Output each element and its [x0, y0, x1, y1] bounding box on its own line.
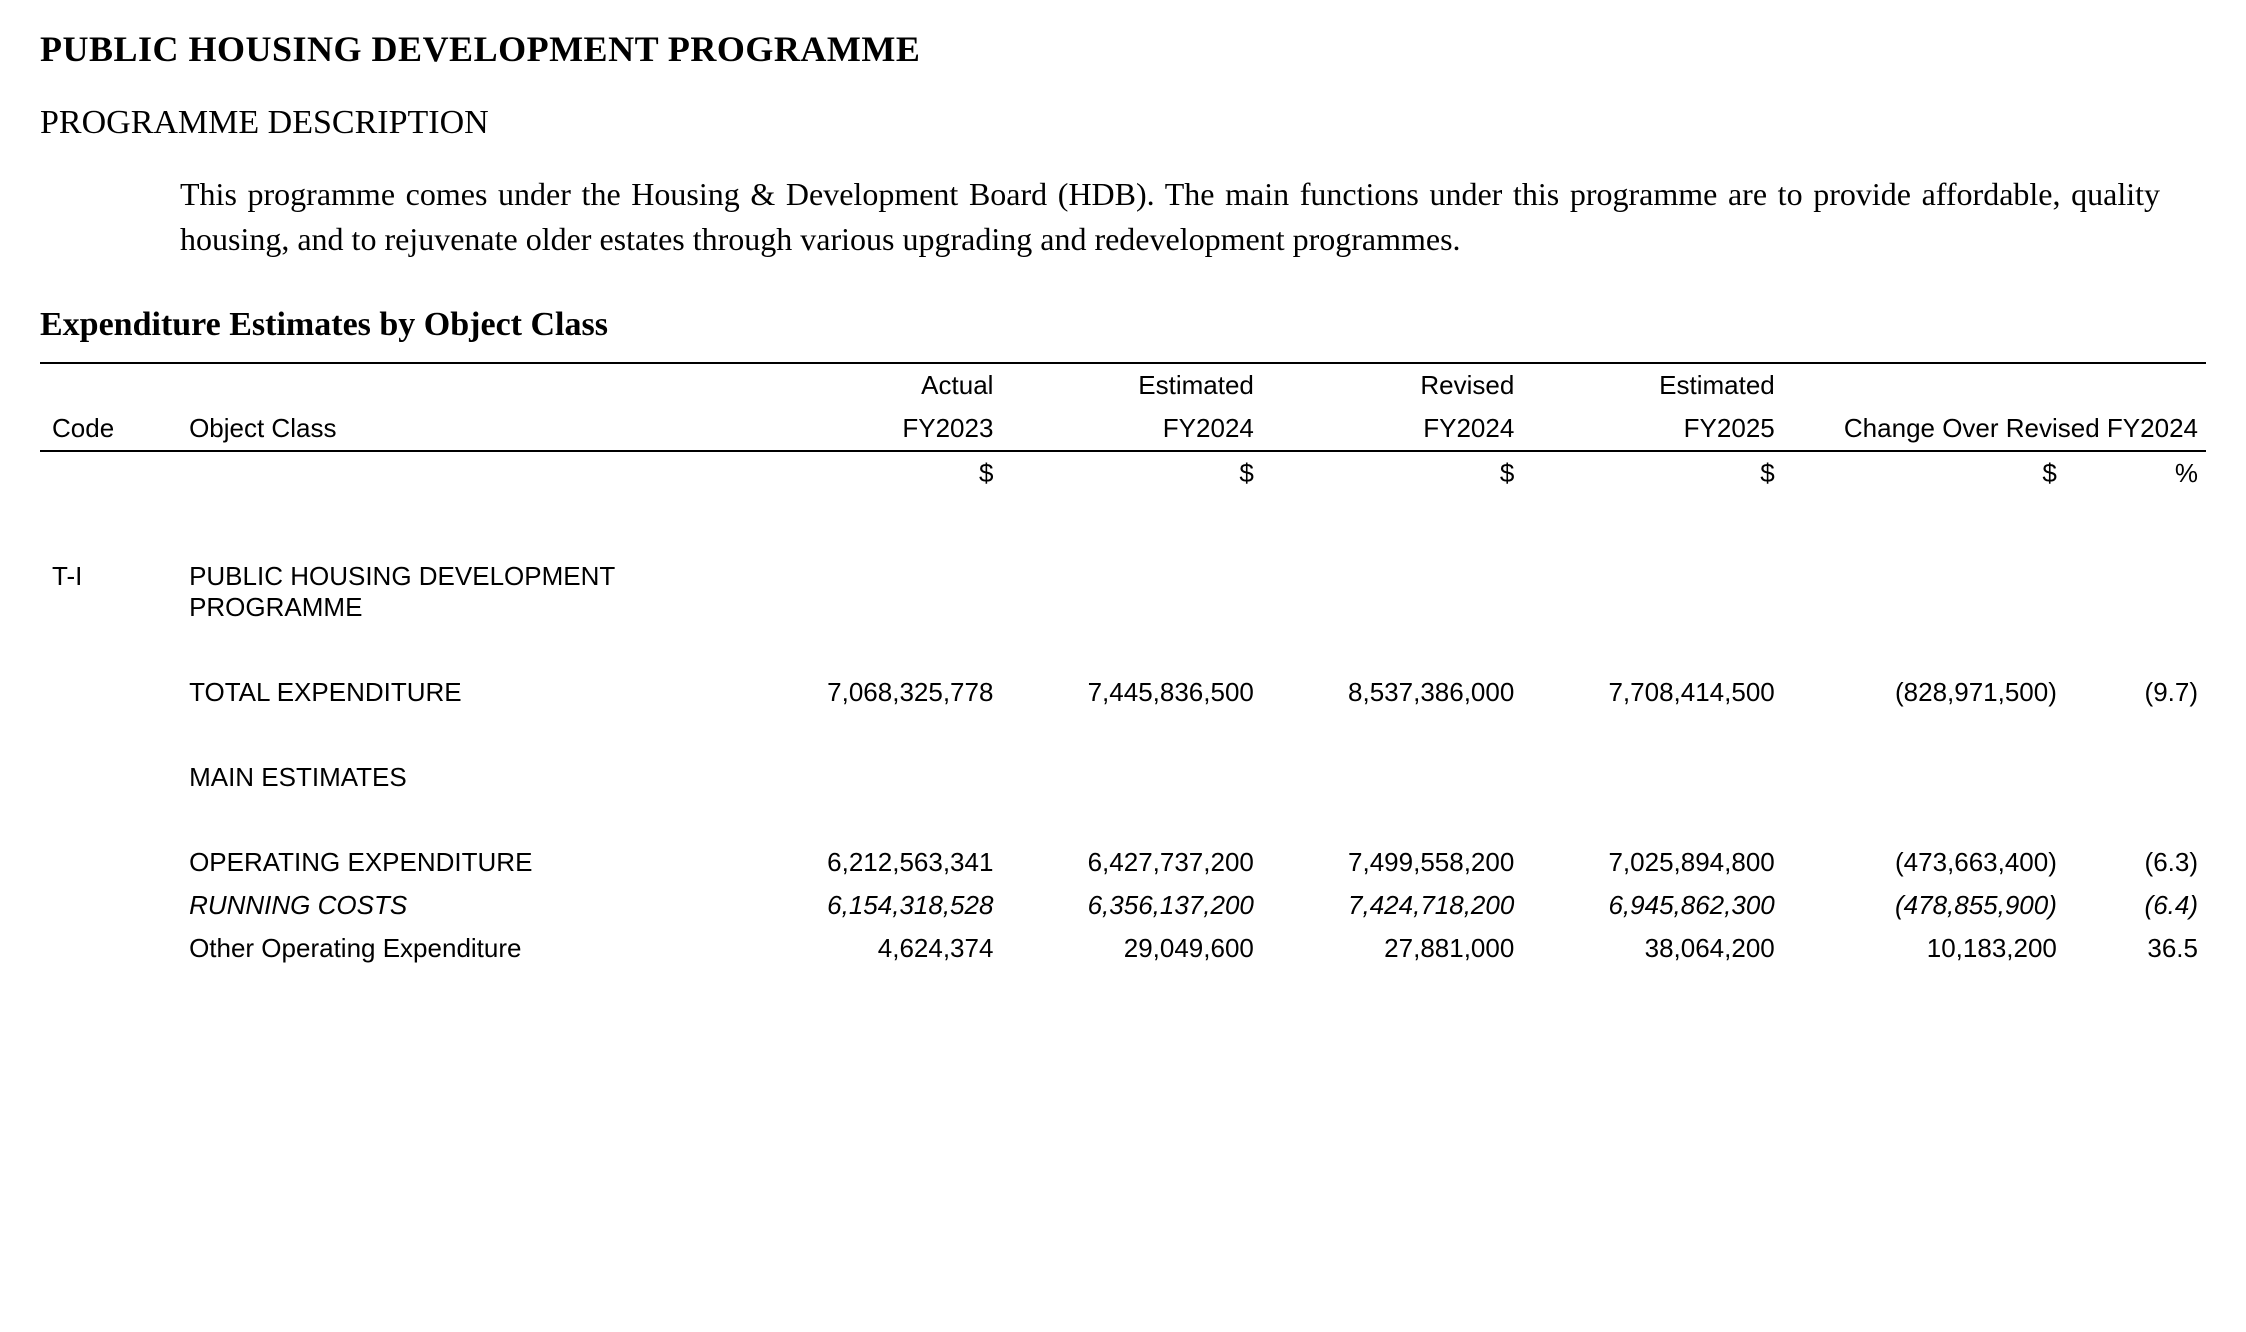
col-header-fy2023: FY2023	[741, 407, 1001, 451]
total-exp-change-dollar: (828,971,500)	[1783, 671, 2065, 714]
section-heading: PROGRAMME DESCRIPTION	[40, 104, 2206, 142]
col-header-revised: Revised	[1262, 363, 1522, 407]
running-costs-change-pct: (6.4)	[2065, 884, 2206, 927]
unit-percent: %	[2065, 451, 2206, 495]
operating-exp-fy2024-est: 6,427,737,200	[1001, 841, 1261, 884]
col-header-fy2024-rev: FY2024	[1262, 407, 1522, 451]
other-operating-fy2025-est: 38,064,200	[1522, 927, 1782, 970]
running-costs-fy2024-rev: 7,424,718,200	[1262, 884, 1522, 927]
unit-dollar: $	[1783, 451, 2065, 495]
unit-dollar: $	[741, 451, 1001, 495]
col-header-estimated-1: Estimated	[1001, 363, 1261, 407]
operating-exp-fy2024-rev: 7,499,558,200	[1262, 841, 1522, 884]
operating-exp-label: OPERATING EXPENDITURE	[181, 841, 741, 884]
programme-label: PUBLIC HOUSING DEVELOPMENT PROGRAMME	[181, 555, 741, 629]
col-header-actual: Actual	[741, 363, 1001, 407]
operating-exp-change-pct: (6.3)	[2065, 841, 2206, 884]
unit-dollar: $	[1262, 451, 1522, 495]
total-exp-fy2024-est: 7,445,836,500	[1001, 671, 1261, 714]
row-main-estimates: MAIN ESTIMATES	[40, 756, 2206, 799]
page-title: PUBLIC HOUSING DEVELOPMENT PROGRAMME	[40, 28, 2206, 70]
operating-exp-change-dollar: (473,663,400)	[1783, 841, 2065, 884]
row-other-operating: Other Operating Expenditure 4,624,374 29…	[40, 927, 2206, 970]
programme-description: This programme comes under the Housing &…	[180, 172, 2160, 262]
table-units-row: $ $ $ $ $ %	[40, 451, 2206, 495]
row-programme-header: T-I PUBLIC HOUSING DEVELOPMENT PROGRAMME	[40, 555, 2206, 629]
operating-exp-fy2025-est: 7,025,894,800	[1522, 841, 1782, 884]
total-exp-label: TOTAL EXPENDITURE	[181, 671, 741, 714]
table-header-row-1: Actual Estimated Revised Estimated	[40, 363, 2206, 407]
programme-code: T-I	[40, 555, 181, 629]
row-running-costs: RUNNING COSTS 6,154,318,528 6,356,137,20…	[40, 884, 2206, 927]
running-costs-change-dollar: (478,855,900)	[1783, 884, 2065, 927]
running-costs-fy2024-est: 6,356,137,200	[1001, 884, 1261, 927]
row-operating-expenditure: OPERATING EXPENDITURE 6,212,563,341 6,42…	[40, 841, 2206, 884]
col-header-change: Change Over Revised FY2024	[1783, 407, 2206, 451]
col-header-estimated-2: Estimated	[1522, 363, 1782, 407]
total-exp-fy2025-est: 7,708,414,500	[1522, 671, 1782, 714]
running-costs-fy2023: 6,154,318,528	[741, 884, 1001, 927]
unit-dollar: $	[1001, 451, 1261, 495]
col-header-object-class: Object Class	[181, 407, 741, 451]
unit-dollar: $	[1522, 451, 1782, 495]
col-header-fy2024-est: FY2024	[1001, 407, 1261, 451]
col-header-fy2025-est: FY2025	[1522, 407, 1782, 451]
other-operating-change-pct: 36.5	[2065, 927, 2206, 970]
main-estimates-label: MAIN ESTIMATES	[181, 756, 741, 799]
operating-exp-fy2023: 6,212,563,341	[741, 841, 1001, 884]
table-header-row-2: Code Object Class FY2023 FY2024 FY2024 F…	[40, 407, 2206, 451]
total-exp-fy2023: 7,068,325,778	[741, 671, 1001, 714]
running-costs-fy2025-est: 6,945,862,300	[1522, 884, 1782, 927]
other-operating-fy2024-est: 29,049,600	[1001, 927, 1261, 970]
total-exp-change-pct: (9.7)	[2065, 671, 2206, 714]
other-operating-label: Other Operating Expenditure	[181, 927, 741, 970]
other-operating-fy2024-rev: 27,881,000	[1262, 927, 1522, 970]
other-operating-change-dollar: 10,183,200	[1783, 927, 2065, 970]
other-operating-fy2023: 4,624,374	[741, 927, 1001, 970]
running-costs-label: RUNNING COSTS	[181, 884, 741, 927]
expenditure-table: Actual Estimated Revised Estimated Code …	[40, 362, 2206, 970]
row-total-expenditure: TOTAL EXPENDITURE 7,068,325,778 7,445,83…	[40, 671, 2206, 714]
table-heading: Expenditure Estimates by Object Class	[40, 306, 2206, 344]
total-exp-fy2024-rev: 8,537,386,000	[1262, 671, 1522, 714]
col-header-code: Code	[40, 407, 181, 451]
